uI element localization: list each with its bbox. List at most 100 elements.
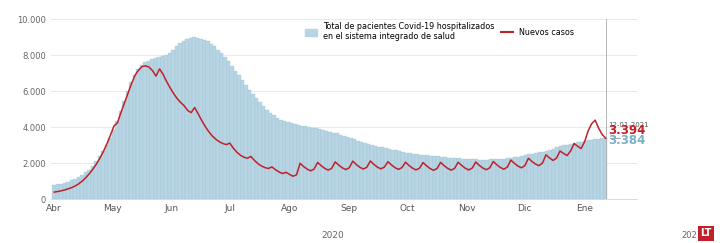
Bar: [206, 41, 209, 199]
Bar: [230, 66, 234, 199]
Bar: [147, 61, 150, 199]
Bar: [262, 106, 266, 199]
Bar: [304, 126, 307, 199]
Bar: [94, 162, 98, 199]
Bar: [496, 159, 500, 199]
Bar: [300, 126, 304, 199]
Bar: [360, 142, 363, 199]
Bar: [342, 136, 345, 199]
Bar: [565, 145, 569, 199]
Bar: [105, 145, 109, 199]
Bar: [454, 158, 458, 199]
Bar: [143, 62, 147, 199]
Bar: [402, 152, 405, 199]
Bar: [157, 57, 161, 199]
Bar: [559, 146, 562, 199]
Bar: [286, 122, 290, 199]
Bar: [224, 57, 227, 199]
Bar: [468, 159, 471, 199]
Bar: [604, 139, 607, 199]
Bar: [335, 133, 339, 199]
Bar: [426, 155, 429, 199]
Bar: [195, 38, 199, 199]
Text: 12-01-2021: 12-01-2021: [608, 122, 649, 128]
Bar: [307, 127, 311, 199]
Bar: [520, 156, 523, 199]
Bar: [164, 54, 168, 199]
Bar: [140, 65, 143, 199]
Bar: [475, 159, 479, 199]
Bar: [321, 130, 324, 199]
Bar: [600, 139, 604, 199]
Bar: [234, 70, 237, 199]
Legend: Total de pacientes Covid-19 hospitalizados
en el sistema integrado de salud, Nue: Total de pacientes Covid-19 hospitalizad…: [305, 22, 574, 41]
Bar: [80, 175, 84, 199]
Bar: [216, 50, 220, 199]
Bar: [422, 155, 426, 199]
Bar: [88, 170, 90, 199]
Bar: [353, 139, 356, 199]
Bar: [345, 137, 349, 199]
Bar: [531, 154, 534, 199]
Bar: [544, 151, 548, 199]
Bar: [203, 40, 206, 199]
Bar: [90, 166, 94, 199]
Bar: [269, 113, 272, 199]
Bar: [185, 39, 188, 199]
Bar: [513, 157, 517, 199]
Bar: [59, 184, 63, 199]
Bar: [485, 159, 489, 199]
Bar: [471, 159, 475, 199]
Bar: [569, 144, 573, 199]
Bar: [258, 102, 262, 199]
Bar: [220, 53, 224, 199]
Bar: [115, 121, 119, 199]
Bar: [171, 50, 174, 199]
Bar: [419, 155, 422, 199]
Bar: [328, 132, 332, 199]
Bar: [517, 157, 520, 199]
Bar: [122, 101, 126, 199]
Bar: [555, 148, 559, 199]
Bar: [381, 148, 384, 199]
Bar: [502, 159, 506, 199]
Bar: [429, 156, 433, 199]
Bar: [136, 69, 140, 199]
Bar: [297, 125, 300, 199]
Bar: [266, 110, 269, 199]
Bar: [506, 158, 510, 199]
Bar: [597, 139, 600, 199]
Bar: [111, 130, 115, 199]
Bar: [132, 75, 136, 199]
Bar: [324, 131, 328, 199]
Bar: [213, 46, 216, 199]
Bar: [245, 85, 248, 199]
Bar: [332, 132, 335, 199]
Bar: [416, 154, 419, 199]
Bar: [590, 139, 594, 199]
Bar: [458, 158, 461, 199]
Bar: [251, 94, 255, 199]
Bar: [534, 153, 538, 199]
Bar: [98, 156, 101, 199]
Bar: [227, 61, 230, 199]
Bar: [84, 173, 88, 199]
Bar: [119, 111, 122, 199]
Bar: [363, 143, 366, 199]
Bar: [479, 159, 481, 199]
Bar: [70, 180, 73, 199]
Bar: [377, 147, 381, 199]
Bar: [548, 150, 552, 199]
Bar: [279, 120, 283, 199]
Bar: [391, 150, 395, 199]
Bar: [272, 115, 276, 199]
Bar: [433, 156, 437, 199]
Bar: [573, 143, 576, 199]
Bar: [489, 159, 492, 199]
Bar: [318, 129, 321, 199]
Text: 2021: 2021: [681, 231, 702, 240]
Bar: [586, 140, 590, 199]
Bar: [356, 141, 360, 199]
Bar: [311, 128, 314, 199]
Bar: [349, 138, 353, 199]
